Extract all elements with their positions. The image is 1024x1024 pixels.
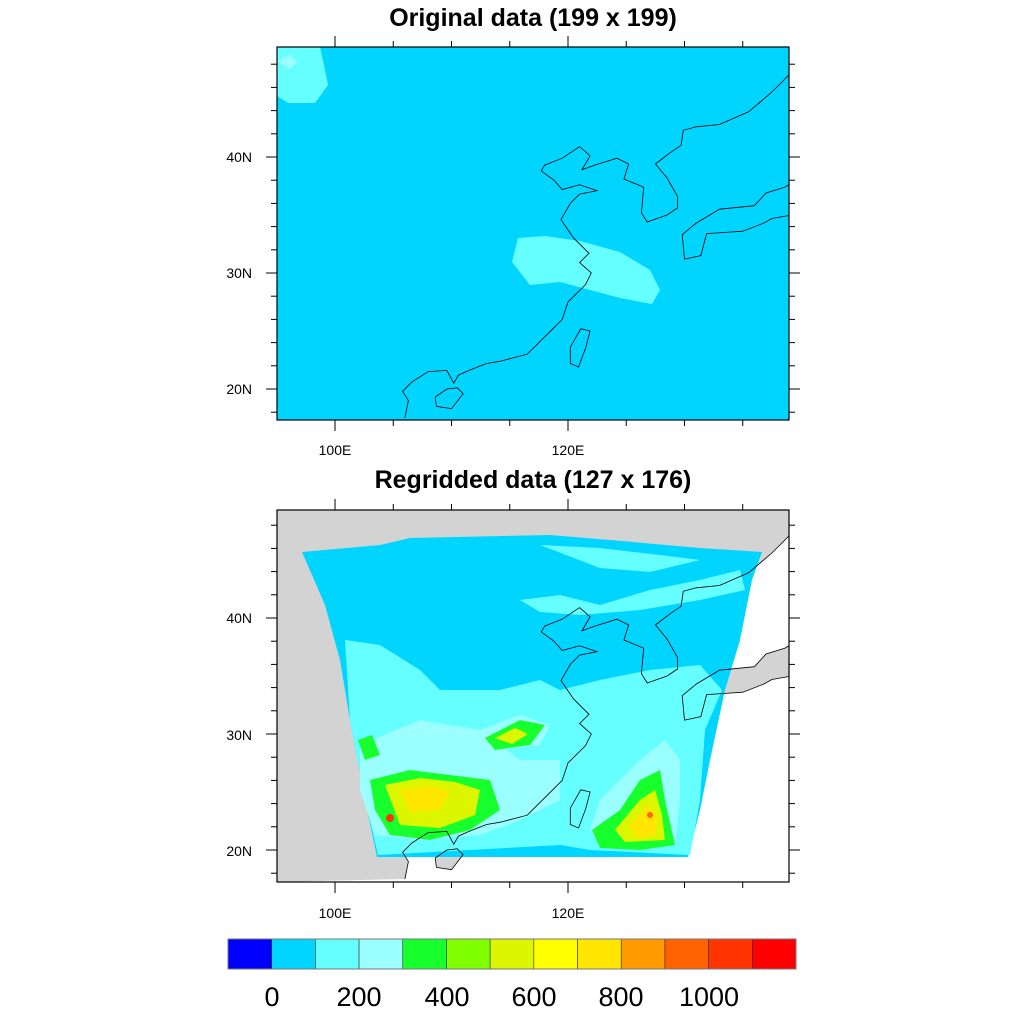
colorbar-frame [227,938,797,970]
colorbar-box [271,938,316,970]
bottom-lon-label-120e: 120E [552,905,585,921]
top-lat-label-20n: 20N [226,381,252,397]
colorbar-labels: 0 200 400 600 800 1000 [264,982,739,1012]
contour-100-200 [540,545,700,572]
colorbar-label: 0 [264,982,279,1012]
bottom-field [277,510,860,882]
coastline-island [569,328,591,368]
colorbar-label: 800 [598,982,643,1012]
bottom-lon-label-100e: 100E [319,905,352,921]
colorbar-label: 600 [511,982,556,1012]
colorbar-box [577,938,622,970]
field-fill-0-100 [277,47,789,420]
contour-200-300 [277,55,297,69]
colorbar-box [402,938,447,970]
contour-1000-1100 [386,814,394,822]
bottom-map-panel [266,499,860,893]
coastline-island [434,848,464,871]
colorbar-box [446,938,491,970]
coastline-island [681,184,789,260]
top-title: Original data (199 x 199) [389,4,677,32]
top-lat-label-40n: 40N [226,149,252,165]
colorbar-box [227,938,272,970]
contour-100-200 [520,570,745,615]
coastline-island [681,645,789,721]
colorbar-box [315,938,360,970]
coastline-island [799,557,860,602]
coastline-island [569,789,591,829]
bottom-title: Regridded data (127 x 176) [375,466,692,494]
top-field [277,47,789,420]
colorbar-label: 200 [336,982,381,1012]
coastlines [402,74,860,419]
colorbar-box [752,938,797,970]
contour-500-600 [495,728,528,744]
colorbar-label: 400 [424,982,469,1012]
top-map-panel [266,36,860,431]
missing-island [799,557,860,602]
top-lon-label-100e: 100E [319,442,352,458]
missing-island [682,645,789,721]
bottom-lat-label-30n: 30N [226,727,252,743]
contour-900-1000 [647,812,653,818]
coastlines [402,535,860,880]
colorbar-box [620,938,666,970]
colorbar-box [358,938,404,970]
colorbar-box [664,938,709,970]
colorbar-box [533,938,578,970]
bottom-lat-label-20n: 20N [226,843,252,859]
coastline-island [434,387,464,410]
coastline-mainland [402,535,789,880]
contour-100-200 [512,236,660,304]
top-lon-label-120e: 120E [552,442,585,458]
colorbar-box [489,938,535,970]
map-frame [276,509,790,883]
contour-100-200 [277,47,328,103]
colorbar [227,938,797,970]
bottom-lat-label-40n: 40N [226,610,252,626]
map-frame [276,46,790,421]
colorbar-box [708,938,753,970]
coastline-mainland [402,74,789,419]
coastline-island [799,96,860,141]
top-lat-label-30n: 30N [226,265,252,281]
contour-700-800 [400,786,450,812]
contour-300-400 [358,735,380,760]
colorbar-label: 1000 [679,982,739,1012]
